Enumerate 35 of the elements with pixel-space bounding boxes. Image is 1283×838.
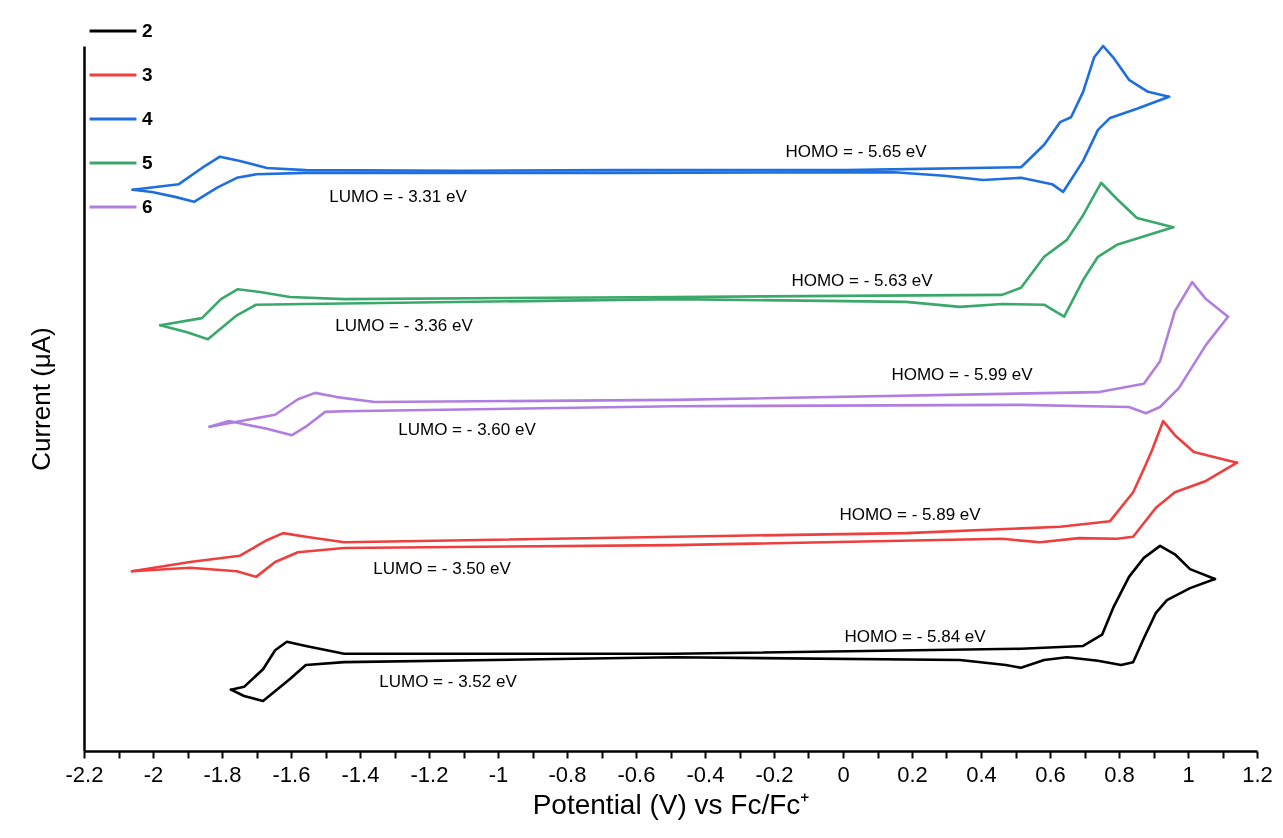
- x-tick-label: -1: [488, 761, 509, 787]
- x-axis-title: Potential (V) vs Fc/Fc⁺: [532, 788, 810, 820]
- x-tick-label: -1.4: [341, 761, 380, 787]
- annotation: LUMO = - 3.52 eV: [379, 672, 518, 691]
- x-tick-label: 1: [1182, 761, 1195, 787]
- annotation: HOMO = - 5.63 eV: [791, 271, 934, 290]
- x-tick-label: -2.2: [65, 761, 104, 787]
- x-tick-label: 0.6: [1035, 761, 1066, 787]
- x-tick-label: -0.8: [548, 761, 587, 787]
- legend-label: 4: [142, 108, 153, 129]
- legend-label: 2: [142, 20, 153, 41]
- x-tick-label: -1.6: [272, 761, 311, 787]
- x-tick-label: -2: [143, 761, 164, 787]
- legend-label: 6: [142, 196, 153, 217]
- annotation: HOMO = - 5.89 eV: [839, 505, 982, 524]
- x-tick-label: 0.2: [897, 761, 928, 787]
- x-tick-label: 0.4: [966, 761, 997, 787]
- annotation: LUMO = - 3.50 eV: [373, 559, 512, 578]
- x-tick-label: -0.4: [686, 761, 725, 787]
- x-tick-label: -0.6: [617, 761, 656, 787]
- legend-label: 5: [142, 152, 153, 173]
- x-tick-label: 0.8: [1104, 761, 1135, 787]
- annotation: HOMO = - 5.99 eV: [891, 365, 1034, 384]
- annotation: LUMO = - 3.36 eV: [335, 316, 474, 335]
- annotation: LUMO = - 3.60 eV: [398, 420, 537, 439]
- annotation: HOMO = - 5.65 eV: [785, 142, 928, 161]
- annotation: HOMO = - 5.84 eV: [844, 627, 987, 646]
- y-axis-title: Current (μA): [25, 327, 56, 471]
- x-tick-label: -1.2: [410, 761, 449, 787]
- x-tick-label: 1.2: [1242, 761, 1273, 787]
- annotation: LUMO = - 3.31 eV: [329, 187, 468, 206]
- x-tick-label: -1.8: [203, 761, 242, 787]
- legend-label: 3: [142, 64, 153, 85]
- x-tick-label: -0.2: [755, 761, 794, 787]
- x-tick-label: 0: [837, 761, 850, 787]
